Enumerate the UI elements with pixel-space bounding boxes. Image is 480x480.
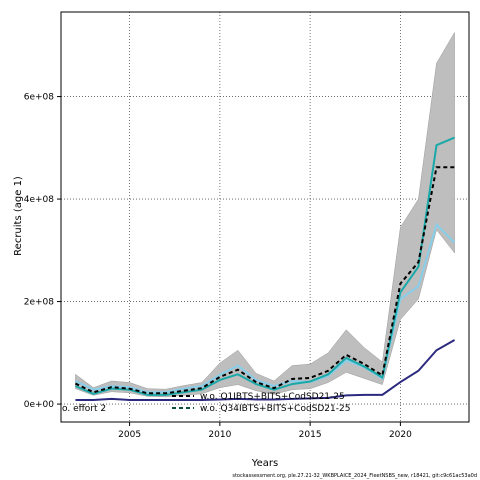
x-axis-title: Years xyxy=(251,458,278,469)
x-tick-label: 2005 xyxy=(118,430,141,440)
series-line-1 xyxy=(75,166,455,395)
legend: w.o. Q1IBTS+BITS+CodSD21-25 w.o. Q34IBTS… xyxy=(172,392,350,414)
x-tick-label: 2015 xyxy=(299,430,322,440)
confidence-band xyxy=(75,31,455,398)
y-axis: 0e+00 2e+08 4e+08 6e+08 xyxy=(24,93,61,410)
legend-label-2: w.o. Q34IBTS+BITS+CodSD21-25 xyxy=(200,404,350,414)
x-tick-label: 2020 xyxy=(389,430,412,440)
y-axis-title: Recruits (age 1) xyxy=(13,176,24,256)
footer-caption: stockassessment.org, ple.27.21-32_WKBPLA… xyxy=(232,473,477,479)
x-axis: 2005 2010 2015 2020 xyxy=(118,422,412,440)
confidence-band-area xyxy=(75,31,455,398)
series-line-4 xyxy=(75,339,456,401)
series-line-2 xyxy=(75,136,455,396)
series-group xyxy=(75,136,456,401)
y-tick-label: 4e+08 xyxy=(24,195,55,205)
y-tick-label: 2e+08 xyxy=(24,298,55,308)
x-tick-label: 2010 xyxy=(208,430,231,440)
partial-legend-label: o. effort 2 xyxy=(62,404,106,414)
plot-frame xyxy=(60,11,470,423)
legend-label-1: w.o. Q1IBTS+BITS+CodSD21-25 xyxy=(200,392,345,402)
y-tick-label: 6e+08 xyxy=(24,93,55,103)
y-tick-label: 0e+00 xyxy=(24,400,55,410)
